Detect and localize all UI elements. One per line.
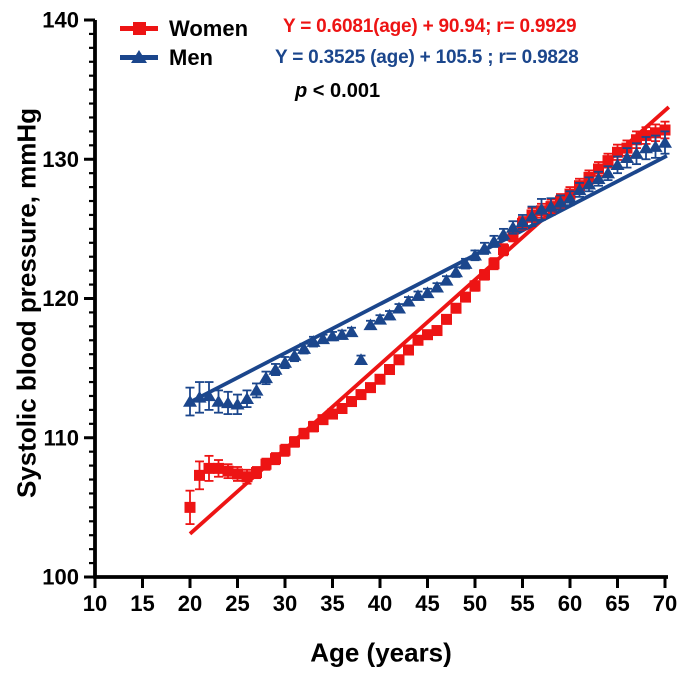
legend-label-men: Men — [169, 44, 213, 70]
legend-item-women: Women — [120, 16, 248, 41]
p-symbol: p — [295, 80, 308, 102]
svg-text:15: 15 — [130, 591, 154, 616]
svg-text:20: 20 — [178, 591, 202, 616]
y-axis-title: Systolic blood pressure, mmHg — [11, 107, 42, 499]
svg-text:40: 40 — [368, 591, 392, 616]
svg-text:10: 10 — [83, 591, 107, 616]
svg-text:45: 45 — [415, 591, 439, 616]
p-value-annotation: p < 0.001 — [295, 80, 380, 103]
svg-text:35: 35 — [320, 591, 344, 616]
svg-text:30: 30 — [273, 591, 297, 616]
women-regression-equation: Y = 0.6081(age) + 90.94; r= 0.9929 — [283, 16, 577, 37]
svg-text:60: 60 — [558, 591, 582, 616]
square-marker-icon — [133, 22, 146, 35]
legend-item-men: Men — [120, 45, 248, 70]
svg-text:110: 110 — [44, 425, 80, 450]
svg-text:50: 50 — [463, 591, 487, 616]
svg-text:120: 120 — [42, 286, 79, 311]
triangle-marker-icon — [131, 50, 147, 63]
svg-text:65: 65 — [605, 591, 629, 616]
svg-text:140: 140 — [42, 8, 79, 33]
women-line-icon — [120, 22, 158, 35]
svg-text:55: 55 — [510, 591, 534, 616]
x-axis-title: Age (years) — [310, 637, 452, 668]
legend-label-women: Women — [169, 15, 249, 41]
men-line-icon — [120, 50, 158, 63]
svg-text:25: 25 — [225, 591, 249, 616]
legend: Women Men — [120, 16, 248, 70]
svg-text:70: 70 — [653, 591, 677, 616]
men-regression-equation: Y = 0.3525 (age) + 105.5 ; r= 0.9828 — [275, 47, 579, 68]
p-value-text: < 0.001 — [307, 80, 381, 102]
svg-text:100: 100 — [42, 565, 79, 590]
svg-text:130: 130 — [42, 147, 79, 172]
